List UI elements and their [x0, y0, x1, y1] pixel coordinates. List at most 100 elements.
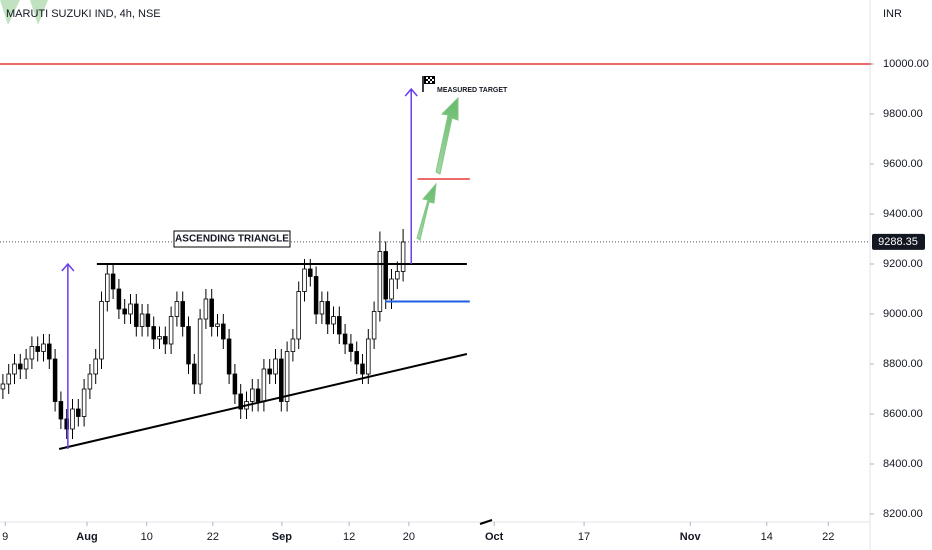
y-tick-label: 8600.00: [883, 408, 923, 420]
candle-body: [302, 268, 307, 292]
candle-body: [116, 288, 122, 310]
x-tick-label: 10: [141, 531, 153, 543]
candle-body: [261, 368, 267, 402]
x-tick-label: 22: [207, 531, 219, 543]
scroll-mark: [479, 519, 493, 525]
last-price-label: 9288.35: [878, 236, 918, 248]
candle-body: [180, 301, 185, 327]
candle-body: [331, 316, 336, 325]
candle-body: [47, 343, 52, 360]
candle-body: [360, 363, 365, 375]
x-tick-label: Oct: [485, 531, 504, 543]
x-tick-label: 20: [403, 531, 415, 543]
candle-body: [366, 338, 371, 375]
candle-body: [139, 313, 145, 327]
candle-body: [273, 358, 278, 375]
candle-body: [395, 271, 400, 280]
candle-body: [354, 351, 359, 365]
candle-body: [110, 273, 116, 290]
candle-body: [29, 346, 35, 360]
y-tick-label: 9800.00: [883, 108, 923, 120]
candle-body: [284, 351, 290, 402]
pattern-label-box: [173, 230, 291, 248]
x-tick-label: Nov: [680, 531, 702, 543]
candle-body: [163, 336, 168, 345]
currency-label: INR: [883, 8, 902, 20]
candle-body: [348, 343, 354, 352]
candle-body: [6, 373, 11, 385]
x-tick-label: Sep: [272, 531, 292, 543]
y-tick-label: 8800.00: [883, 358, 923, 370]
candle-body: [99, 301, 104, 360]
candle-body: [23, 358, 29, 370]
candle-body: [337, 316, 342, 335]
candle-body: [383, 251, 388, 300]
x-tick-label: 9: [2, 531, 8, 543]
candle-body: [203, 298, 209, 320]
candle-body: [308, 268, 313, 277]
y-tick-label: 9200.00: [883, 258, 923, 270]
candle-body: [290, 338, 296, 352]
pattern-label: ASCENDING TRIANGLE: [175, 234, 289, 245]
candle-body: [232, 373, 238, 395]
x-tick-label: 12: [343, 531, 355, 543]
corner-arrow-fragment: [0, 0, 48, 25]
x-tick-label: 22: [822, 531, 834, 543]
candle-body: [174, 301, 180, 317]
candle-body: [255, 388, 261, 402]
candle-body: [221, 323, 226, 340]
y-tick-label: 9400.00: [883, 208, 923, 220]
candle-body: [81, 388, 87, 417]
candle-body: [12, 363, 17, 375]
candle-body: [41, 343, 46, 352]
candle-body: [400, 241, 406, 272]
candle-body: [168, 316, 174, 345]
candle-body: [342, 333, 348, 345]
candle-body: [70, 408, 75, 430]
candle-body: [58, 401, 64, 420]
candle-body: [377, 251, 383, 312]
x-tick-label: 17: [578, 531, 590, 543]
candle-body: [157, 336, 162, 340]
candle-body: [128, 303, 133, 315]
target-annotation: MEASURED TARGET: [437, 87, 508, 94]
candle-body: [279, 358, 284, 402]
candle-body: [296, 291, 301, 340]
y-tick-label: 9000.00: [883, 308, 923, 320]
candle-body: [313, 276, 319, 315]
candle-body: [93, 358, 98, 375]
flag-icon: [422, 76, 435, 92]
candle-body: [105, 273, 110, 302]
candle-body: [186, 326, 191, 365]
candle-body: [238, 393, 243, 410]
green-arrow: [416, 182, 437, 241]
candle-body: [267, 368, 272, 375]
candle-body: [87, 373, 93, 390]
candle-body: [35, 346, 40, 352]
height-arrow-head: [61, 262, 75, 272]
candle-body: [76, 408, 81, 417]
last-price-box: [872, 233, 925, 250]
green-arrow: [435, 96, 459, 175]
candle-body: [209, 298, 214, 327]
plot-area: [0, 63, 872, 450]
candle-body: [18, 363, 23, 370]
x-tick-label: 14: [761, 531, 773, 543]
candle-body: [215, 323, 220, 327]
candle-body: [0, 383, 6, 390]
y-tick-label: 8200.00: [883, 508, 923, 520]
candle-body: [134, 303, 139, 327]
y-tick-label: 8400.00: [883, 458, 923, 470]
candle-body: [250, 388, 255, 402]
candle-body: [192, 363, 197, 385]
support-line: [58, 353, 468, 450]
y-tick-label: 10000.00: [883, 58, 929, 70]
x-tick-label: Aug: [76, 531, 97, 543]
projection-arrow-head: [404, 87, 418, 97]
candle-body: [122, 308, 127, 315]
candle-body: [389, 278, 394, 300]
candle-body: [226, 338, 232, 375]
candle-body: [145, 313, 151, 327]
